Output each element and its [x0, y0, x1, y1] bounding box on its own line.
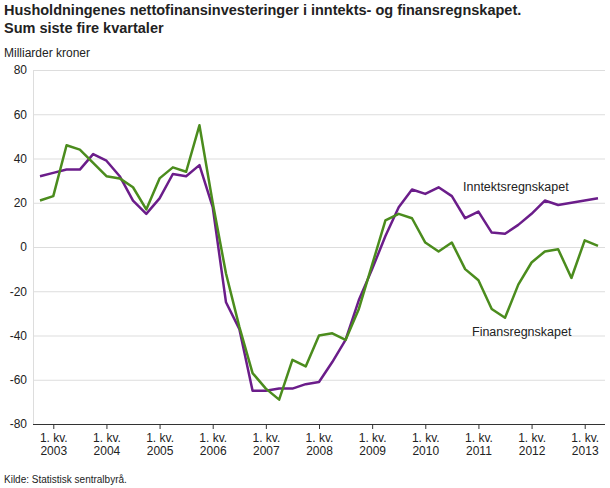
tick-label: 1. kv.2008 — [306, 431, 334, 459]
source: Kilde: Statistisk sentralbyrå. — [4, 474, 127, 485]
tick-label-line: 1. kv. — [93, 431, 121, 445]
tick-label: 0 — [20, 240, 27, 254]
tick-label-line: 2008 — [306, 444, 333, 458]
tick-label-line: 2005 — [147, 444, 174, 458]
tick-label-line: 2012 — [519, 444, 546, 458]
tick: 1. kv.2009 — [359, 424, 387, 458]
tick-label-line: 2004 — [94, 444, 121, 458]
tick: 1. kv.2003 — [40, 424, 68, 458]
tick-label-line: 1. kv. — [518, 431, 546, 445]
tick-mark — [478, 424, 479, 429]
tick-mark — [585, 424, 586, 429]
tick: 20 — [14, 196, 605, 210]
tick-label-line: 2011 — [466, 444, 492, 458]
tick-label-line: 2007 — [253, 444, 280, 458]
grid-line — [33, 203, 605, 204]
tick-mark — [106, 424, 107, 429]
tick: 1. kv.2011 — [465, 424, 493, 458]
axis-title: Milliarder kroner — [4, 46, 90, 60]
tick-label: 1. kv.2012 — [518, 431, 546, 459]
tick: 1. kv.2012 — [518, 424, 546, 458]
tick-label: 60 — [14, 108, 28, 122]
series-label: Inntektsregnskapet — [463, 180, 569, 194]
tick-label: -60 — [10, 373, 28, 387]
series-line — [40, 154, 598, 391]
tick-label: 1. kv.2011 — [465, 431, 493, 459]
tick: 1. kv.2008 — [306, 424, 334, 458]
grid-line — [33, 114, 605, 115]
series-line — [40, 125, 598, 399]
tick-mark — [160, 424, 161, 429]
tick-label-line: 1. kv. — [306, 431, 334, 445]
plot-area — [40, 125, 598, 399]
tick-mark — [532, 424, 533, 429]
tick-label: 40 — [14, 152, 28, 166]
title-group: Husholdningenes nettofinansinvesteringer… — [4, 2, 521, 36]
y-axis: -80 -60 -40 -20 0 20 40 60 80 — [10, 63, 605, 431]
tick-label: 1. kv.2004 — [93, 431, 121, 459]
tick: 60 — [14, 108, 605, 122]
x-axis: 1. kv.20031. kv.20041. kv.20051. kv.2006… — [33, 424, 605, 458]
tick: 1. kv.2004 — [93, 424, 121, 458]
title: Husholdningenes nettofinansinvesteringer… — [4, 2, 521, 18]
tick-label: 1. kv.2006 — [199, 431, 227, 459]
tick: 80 — [14, 63, 605, 77]
tick-mark — [213, 424, 214, 429]
tick-label-line: 1. kv. — [146, 431, 174, 445]
tick-mark — [53, 424, 54, 429]
tick: 1. kv.2005 — [146, 424, 174, 458]
tick-mark — [372, 424, 373, 429]
tick-label: -80 — [10, 417, 28, 431]
tick: 1. kv.2010 — [412, 424, 440, 458]
tick: 1. kv.2007 — [252, 424, 280, 458]
tick-mark — [425, 424, 426, 429]
tick-label-line: 2010 — [412, 444, 439, 458]
series-label: Finansregnskapet — [472, 325, 572, 339]
tick-label-line: 1. kv. — [199, 431, 227, 445]
tick-label: 1. kv.2010 — [412, 431, 440, 459]
tick-label-line: 2006 — [200, 444, 227, 458]
tick-label-line: 1. kv. — [40, 431, 68, 445]
tick-label: 20 — [14, 196, 28, 210]
axis-line — [34, 71, 606, 425]
tick-mark — [319, 424, 320, 429]
tick: -80 — [10, 417, 605, 431]
tick-label-line: 2013 — [572, 444, 599, 458]
grid-line — [33, 70, 605, 71]
tick-mark — [266, 424, 267, 429]
tick-label-line: 1. kv. — [412, 431, 440, 445]
chart: Husholdningenes nettofinansinvesteringer… — [0, 0, 610, 488]
tick-label-line: 1. kv. — [571, 431, 599, 445]
grid-line — [33, 291, 605, 292]
tick-label: 1. kv.2005 — [146, 431, 174, 459]
tick-label-line: 2009 — [359, 444, 386, 458]
subtitle: Sum siste fire kvartaler — [4, 20, 164, 36]
tick-label-line: 1. kv. — [252, 431, 280, 445]
tick-label-line: 1. kv. — [359, 431, 387, 445]
tick-label: 80 — [14, 63, 28, 77]
tick: 0 — [20, 240, 605, 254]
tick-label: -20 — [10, 285, 28, 299]
tick: 1. kv.2013 — [571, 424, 599, 458]
grid-line — [33, 247, 605, 248]
tick-label: 1. kv.2013 — [571, 431, 599, 459]
tick: 1. kv.2006 — [199, 424, 227, 458]
grid-line — [33, 159, 605, 160]
tick-label: 1. kv.2007 — [252, 431, 280, 459]
tick-label: -40 — [10, 329, 28, 343]
tick-label-line: 2003 — [40, 444, 67, 458]
tick-label: 1. kv.2003 — [40, 431, 68, 459]
tick-label: 1. kv.2009 — [359, 431, 387, 459]
tick-label-line: 1. kv. — [465, 431, 493, 445]
